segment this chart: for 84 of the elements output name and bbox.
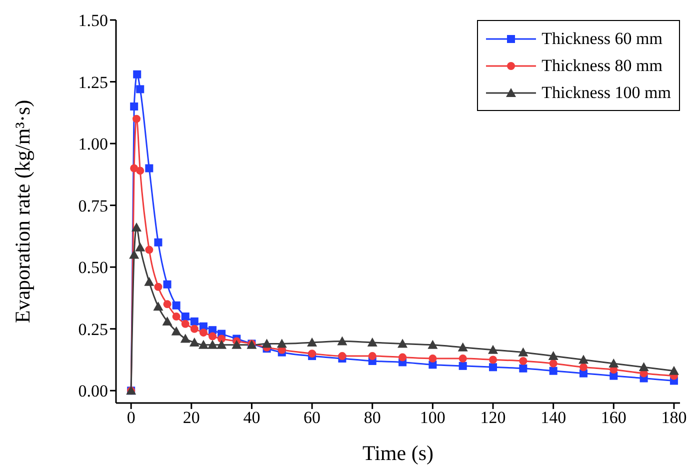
point <box>172 301 180 310</box>
point <box>548 351 558 360</box>
point <box>162 316 172 326</box>
point <box>367 337 378 346</box>
y-axis-title: Evaporation rate (kg/m³·s) <box>10 100 34 324</box>
point <box>488 344 498 354</box>
point <box>199 328 208 337</box>
point <box>133 70 142 78</box>
point <box>163 300 172 308</box>
point <box>578 354 588 364</box>
point <box>145 246 154 254</box>
point <box>136 85 144 94</box>
point <box>458 354 467 363</box>
y-tick-label: 0.00 <box>78 382 108 401</box>
x-tick-label: 180 <box>661 408 687 428</box>
legend-label: Thickness 100 mm <box>542 82 671 104</box>
point <box>145 164 154 172</box>
point <box>549 366 558 375</box>
point <box>135 242 146 252</box>
point <box>198 340 208 349</box>
point <box>428 340 438 349</box>
x-tick-label: 100 <box>420 408 446 428</box>
point <box>181 312 190 321</box>
point <box>428 354 437 363</box>
legend-label: Thickness 80 mm <box>542 55 662 77</box>
point <box>181 320 190 328</box>
point <box>489 356 498 364</box>
x-tick-label: 0 <box>126 408 136 428</box>
point <box>154 282 162 291</box>
y-tick-label: 0.75 <box>78 196 108 216</box>
point <box>668 366 679 375</box>
point <box>608 358 619 368</box>
point <box>519 356 528 365</box>
point <box>398 353 407 362</box>
point <box>262 338 272 348</box>
point <box>398 338 408 348</box>
point <box>458 342 468 352</box>
point <box>308 350 316 358</box>
y-tick-label: 1.50 <box>78 11 108 30</box>
point <box>180 334 190 343</box>
point <box>136 166 144 175</box>
point <box>190 317 198 326</box>
point <box>519 364 528 372</box>
point <box>190 324 198 333</box>
x-tick-label: 160 <box>600 408 626 428</box>
point <box>307 337 318 346</box>
point <box>154 238 162 246</box>
point <box>153 302 164 311</box>
x-axis-title: Time (s) <box>362 441 434 465</box>
y-tick-label: 1.00 <box>78 134 108 154</box>
point <box>208 340 218 349</box>
legend-label: Thickness 60 mm <box>542 28 662 50</box>
point <box>130 102 138 110</box>
point <box>232 340 242 349</box>
point <box>129 250 140 259</box>
x-tick-label: 40 <box>243 408 260 428</box>
x-tick-label: 120 <box>480 408 506 428</box>
point <box>337 336 348 346</box>
point <box>518 347 528 356</box>
point <box>163 280 172 288</box>
point <box>208 332 217 340</box>
point <box>172 312 180 321</box>
point <box>132 114 141 123</box>
point <box>338 352 346 360</box>
point <box>216 340 227 349</box>
point <box>132 222 142 232</box>
point <box>171 326 182 336</box>
y-tick-label: 1.25 <box>78 72 108 92</box>
point <box>458 362 467 370</box>
x-tick-label: 140 <box>540 408 566 428</box>
x-tick-label: 20 <box>182 408 200 428</box>
point <box>579 363 588 372</box>
point <box>638 362 649 372</box>
point <box>276 338 287 348</box>
y-tick-label: 0.50 <box>78 258 108 278</box>
point <box>549 359 558 368</box>
y-tick-label: 0.25 <box>78 320 108 339</box>
point <box>218 334 226 343</box>
point <box>489 363 498 372</box>
point <box>144 276 154 286</box>
point <box>189 337 200 346</box>
point <box>368 352 376 360</box>
x-tick-label: 60 <box>304 408 321 428</box>
x-tick-label: 80 <box>364 408 381 428</box>
